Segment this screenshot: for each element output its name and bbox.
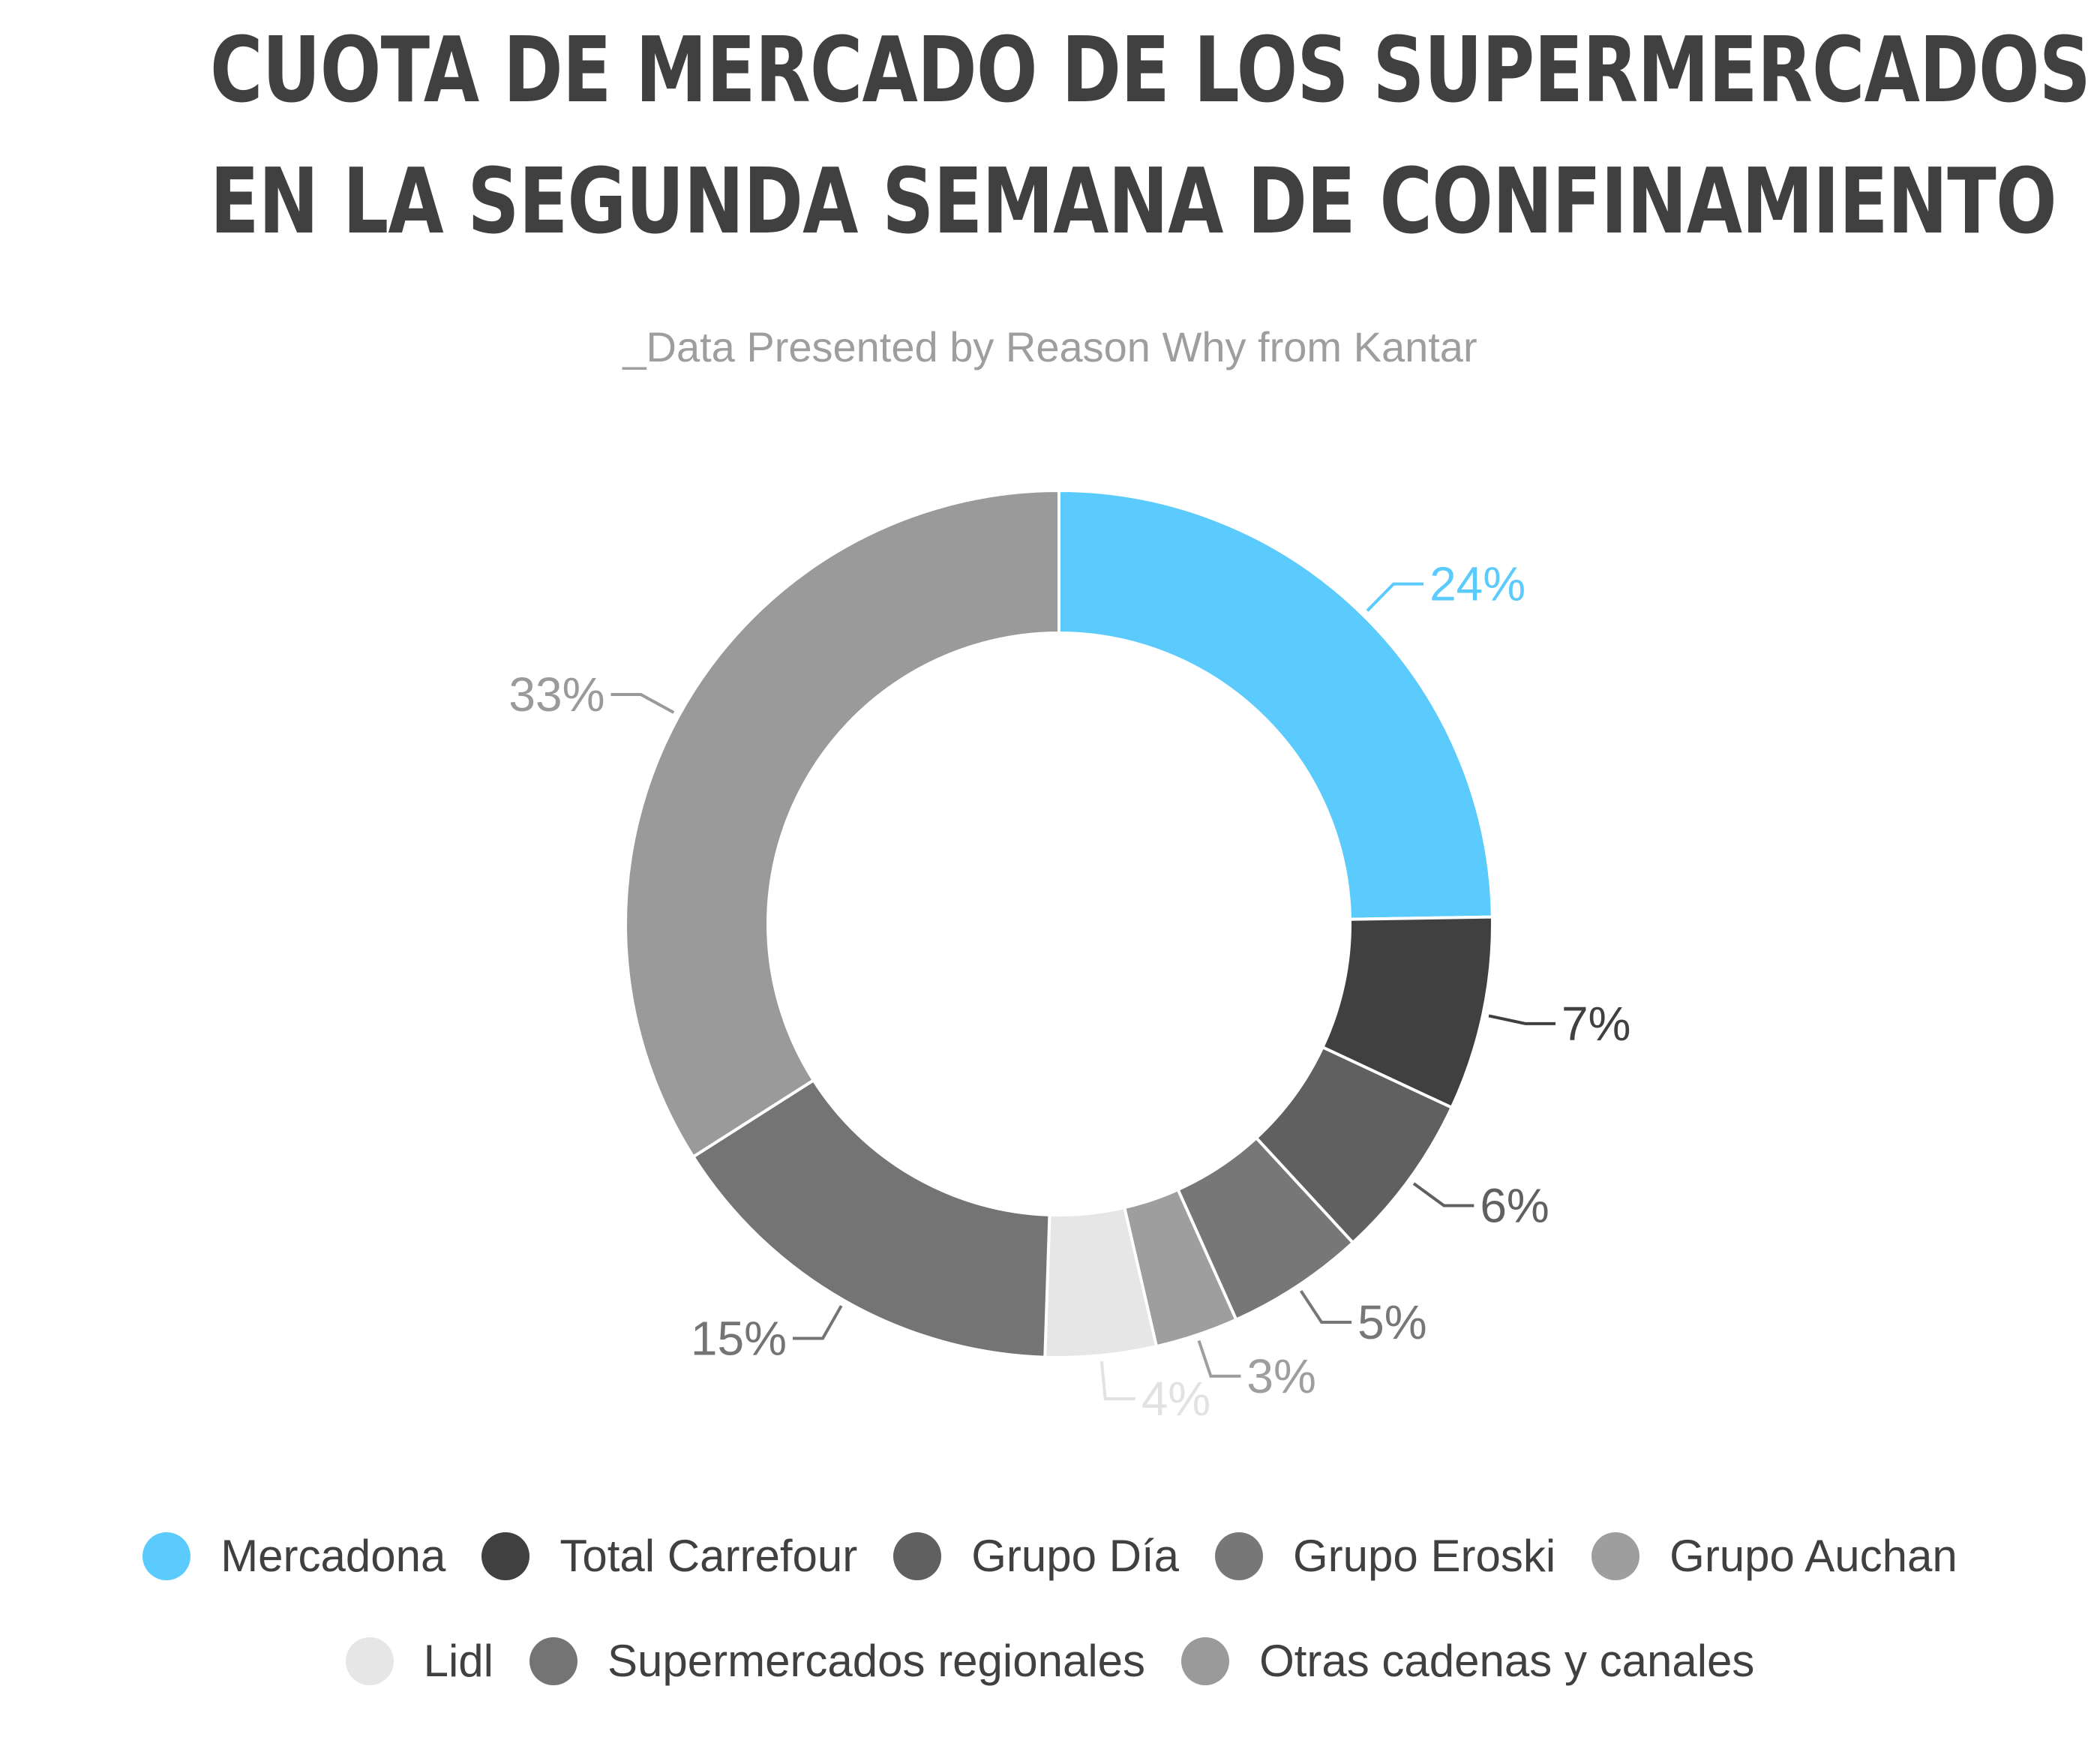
data-label-otras-cadenas-y-canales: 33% (508, 668, 604, 722)
legend-label: Lidl (423, 1636, 494, 1686)
legend-row-1: Mercadona Total Carrefour Grupo Día Grupo E… (0, 1530, 2100, 1582)
leader-line-grupo-eroski (1299, 1290, 1352, 1324)
legend-swatch (1215, 1532, 1264, 1580)
legend-label: Supermercados regionales (607, 1636, 1146, 1686)
data-label-grupo-eroski: 5% (1358, 1295, 1427, 1349)
slice-supermercados-regionales[interactable] (691, 1078, 1052, 1359)
leader-line-mercadona (1366, 582, 1424, 612)
chart-title-line-2: EN LA SEGUNDA SEMANA DE CONFINAMIENTO (210, 150, 2057, 254)
leader-line-grupo-dia (1412, 1182, 1474, 1208)
legend-item-mercadona[interactable]: Mercadona (142, 1530, 446, 1582)
legend-item-supermercados-regionales[interactable]: Supermercados regionales (529, 1635, 1146, 1687)
leader-line-supermercados-regionales (792, 1305, 843, 1340)
legend-swatch (1592, 1532, 1640, 1580)
chart-subtitle: _Data Presented by Reason Why from Kanta… (622, 323, 1478, 370)
slice-otras-cadenas-y-canales[interactable] (624, 488, 1060, 1160)
legend-swatch (1181, 1636, 1230, 1685)
leader-line-lidl (1100, 1361, 1136, 1401)
legend-swatch (142, 1532, 191, 1580)
legend-item-grupo-dia[interactable]: Grupo Día (893, 1530, 1179, 1582)
legend-item-grupo-auchan[interactable]: Grupo Auchan (1592, 1530, 1958, 1582)
slice-mercadona[interactable] (1058, 488, 1494, 921)
data-label-mercadona: 24% (1430, 557, 1526, 611)
legend-item-otras-cadenas-y-canales[interactable]: Otras cadenas y canales (1181, 1635, 1754, 1687)
data-label-grupo-dia: 6% (1480, 1178, 1549, 1232)
legend-label: Mercadona (220, 1531, 446, 1581)
legend-label: Grupo Eroski (1293, 1531, 1556, 1581)
legend-swatch (345, 1636, 394, 1685)
legend-item-lidl[interactable]: Lidl (345, 1635, 494, 1687)
legend-swatch (529, 1636, 578, 1685)
leader-line-otras-cadenas-y-canales (610, 692, 675, 714)
leader-line-grupo-auchan (1197, 1340, 1241, 1378)
data-label-lidl: 4% (1142, 1372, 1211, 1426)
data-label-grupo-auchan: 3% (1246, 1349, 1316, 1403)
legend-label: Grupo Día (971, 1531, 1180, 1581)
legend-label: Otras cadenas y canales (1259, 1636, 1755, 1686)
legend-item-total-carrefour[interactable]: Total Carrefour (482, 1530, 857, 1582)
legend-row-2: Lidl Supermercados regionales Otras cadena… (0, 1635, 2100, 1687)
chart-title-line-1: CUOTA DE MERCADO DE LOS SUPERMERCADOS (210, 19, 2091, 123)
legend-label: Grupo Auchan (1670, 1531, 1958, 1581)
data-label-supermercados-regionales: 15% (691, 1312, 787, 1366)
legend-swatch (893, 1532, 942, 1580)
leader-line-total-carrefour (1488, 1014, 1556, 1025)
legend-swatch (482, 1532, 530, 1580)
data-label-total-carrefour: 7% (1562, 997, 1631, 1051)
legend-item-grupo-eroski[interactable]: Grupo Eroski (1215, 1530, 1556, 1582)
legend-label: Total Carrefour (560, 1531, 858, 1581)
